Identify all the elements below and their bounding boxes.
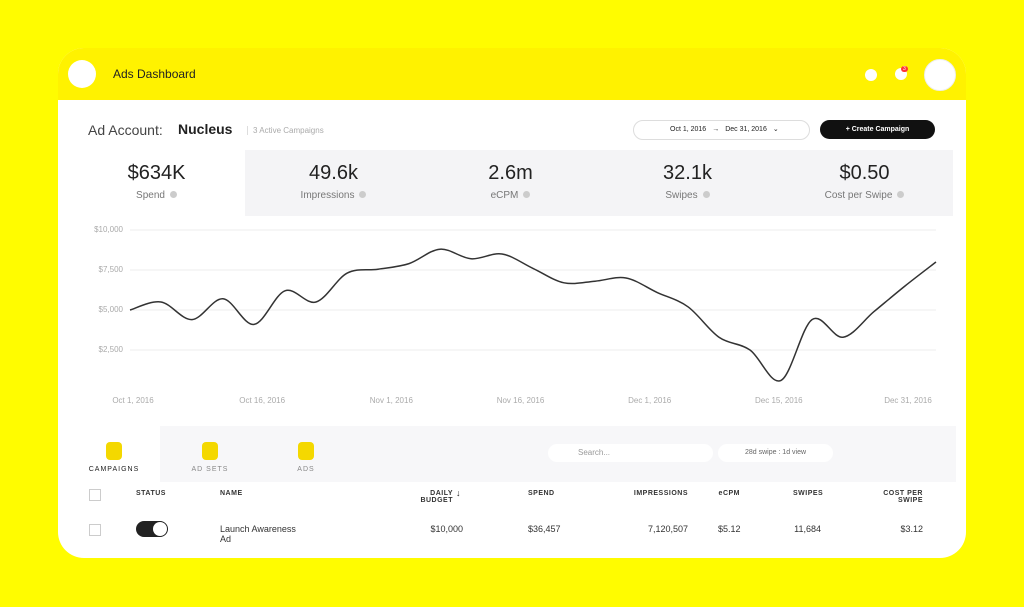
metric-label: Cost per Swipe bbox=[776, 190, 953, 201]
date-range[interactable]: Oct 1, 2016 → Dec 31, 2016 ⌄ bbox=[633, 120, 810, 140]
avatar[interactable] bbox=[924, 59, 956, 91]
checkbox[interactable] bbox=[89, 524, 101, 536]
account-name: Nucleus bbox=[178, 121, 233, 137]
metric-tab[interactable]: $0.50 Cost per Swipe bbox=[776, 150, 953, 216]
metric-tab[interactable]: 2.6m eCPM bbox=[422, 150, 599, 216]
tab-icon bbox=[106, 442, 122, 460]
spend-chart: $2,500 $5,000 $7,500 $10,000 Oct 1, 2016 Oct … bbox=[94, 225, 937, 405]
account-label: Ad Account: bbox=[88, 122, 163, 138]
tab[interactable]: ADS bbox=[297, 466, 315, 473]
column-header: DAILY BUDGET bbox=[420, 490, 453, 504]
metric-value: 32.1k bbox=[663, 162, 712, 184]
column-header: COST PER SWIPE bbox=[883, 490, 923, 504]
metric-tab[interactable]: 49.6k Impressions bbox=[245, 150, 422, 216]
store-icon[interactable] bbox=[68, 60, 96, 88]
column-header: SPEND bbox=[528, 490, 555, 497]
date-end: Dec 31, 2016 bbox=[725, 126, 767, 133]
table-cell: $10,000 bbox=[430, 524, 463, 534]
metric-value: 2.6m bbox=[488, 162, 533, 184]
table-cell: $3.12 bbox=[900, 524, 923, 534]
column-header: NAME bbox=[220, 490, 243, 497]
dashboard: Ads Dashboard 3 Ad Account: Nucleus 3 Ac… bbox=[58, 48, 966, 558]
y-tick-label: $10,000 bbox=[94, 225, 123, 234]
x-tick-label: Nov 16, 2016 bbox=[497, 396, 545, 405]
metric-tab[interactable]: $634K Spend bbox=[68, 150, 245, 216]
metric-label: Spend bbox=[68, 190, 245, 201]
y-tick-label: $7,500 bbox=[99, 265, 124, 274]
sort-arrow: ↓ bbox=[456, 488, 461, 498]
campaign-count: 3 Active Campaigns bbox=[247, 126, 324, 135]
tab[interactable]: AD SETS bbox=[191, 466, 229, 473]
column-header: SWIPES bbox=[793, 490, 824, 497]
date-start: Oct 1, 2016 bbox=[670, 126, 707, 133]
metric-label: Impressions bbox=[245, 190, 422, 201]
top-bar: Ads Dashboard 3 bbox=[58, 48, 966, 100]
column-header: IMPRESSIONS bbox=[633, 490, 688, 497]
column-header: eCPM bbox=[718, 490, 740, 497]
checkbox[interactable] bbox=[89, 489, 101, 501]
table-cell: 7,120,507 bbox=[647, 524, 688, 534]
search-placeholder: Search... bbox=[578, 448, 611, 457]
x-tick-label: Dec 31, 2016 bbox=[884, 396, 932, 405]
metric-label: Swipes bbox=[599, 190, 776, 201]
x-tick-label: Dec 15, 2016 bbox=[755, 396, 803, 405]
table-cell: 11,684 bbox=[794, 524, 821, 534]
tab[interactable]: CAMPAIGNS bbox=[88, 466, 140, 473]
tab-icon bbox=[298, 442, 314, 460]
help-icon[interactable] bbox=[865, 69, 877, 81]
metric-tab[interactable]: 32.1k Swipes bbox=[599, 150, 776, 216]
search-box[interactable]: Search... bbox=[548, 444, 713, 462]
table-cell: $5.12 bbox=[718, 524, 741, 534]
tab-icon bbox=[202, 442, 218, 460]
x-tick-label: Nov 1, 2016 bbox=[370, 396, 414, 405]
metric-label: eCPM bbox=[422, 190, 599, 201]
metric-value: 49.6k bbox=[309, 162, 358, 184]
x-tick-label: Dec 1, 2016 bbox=[628, 396, 672, 405]
y-tick-label: $5,000 bbox=[99, 305, 124, 314]
metric-value: $634K bbox=[127, 162, 186, 184]
metric-value: $0.50 bbox=[839, 162, 890, 184]
attribution-select[interactable]: 28d swipe : 1d view bbox=[718, 444, 833, 462]
status-toggle[interactable] bbox=[136, 521, 168, 537]
y-tick-label: $2,500 bbox=[99, 345, 124, 354]
line bbox=[129, 248, 937, 382]
table-cell: Launch Awareness Ad bbox=[220, 524, 296, 544]
badge: 3 bbox=[901, 66, 908, 72]
column-header: STATUS bbox=[136, 490, 166, 497]
table-cell: $36,457 bbox=[528, 524, 561, 534]
app-title: Ads Dashboard bbox=[113, 67, 196, 81]
create-campaign-button[interactable]: + Create Campaign bbox=[820, 120, 935, 139]
x-tick-label: Oct 16, 2016 bbox=[239, 396, 285, 405]
x-tick-label: Oct 1, 2016 bbox=[112, 396, 154, 405]
